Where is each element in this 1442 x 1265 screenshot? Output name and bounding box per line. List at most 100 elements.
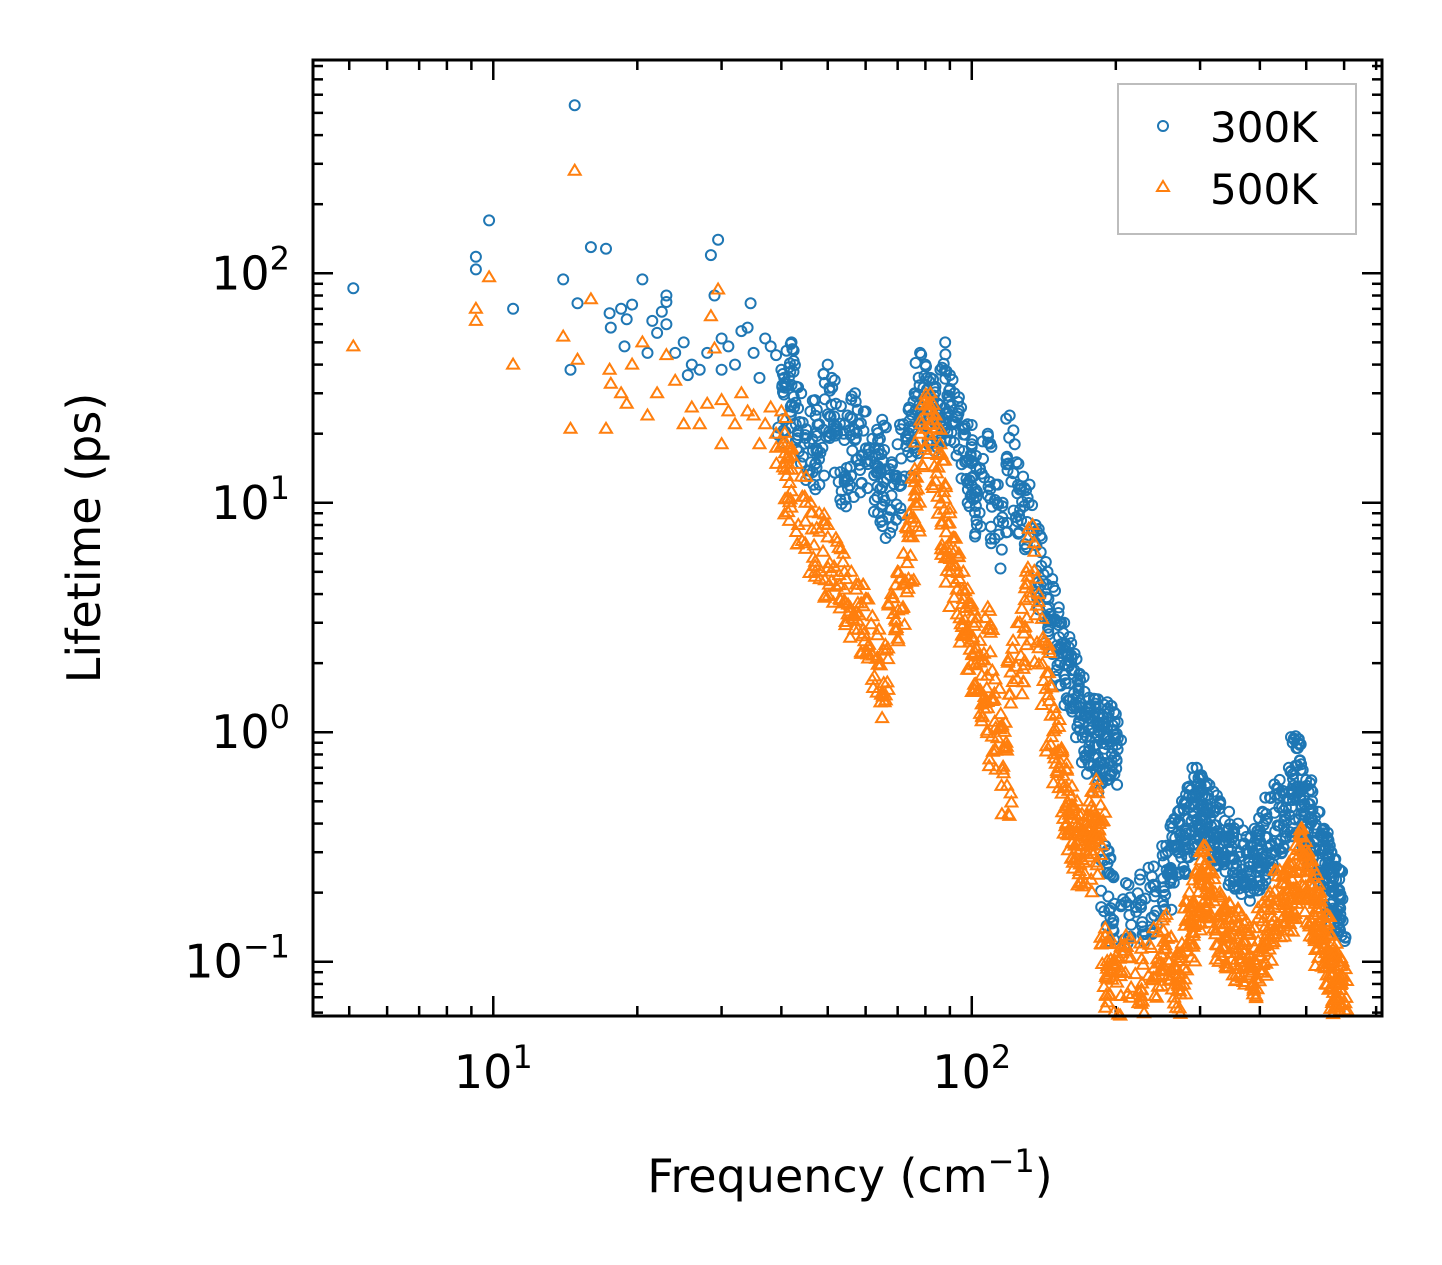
point-500k bbox=[583, 291, 599, 305]
point-500k bbox=[658, 347, 675, 361]
point-500k bbox=[914, 457, 930, 470]
point-300k bbox=[741, 321, 754, 334]
point-300k bbox=[1334, 864, 1347, 877]
point-500k bbox=[1066, 798, 1082, 811]
point-300k bbox=[1095, 884, 1108, 897]
point-500k bbox=[959, 581, 976, 595]
point-500k bbox=[639, 407, 656, 421]
point-500k bbox=[1038, 665, 1055, 679]
point-300k bbox=[1065, 656, 1078, 669]
point-500k bbox=[1053, 755, 1069, 769]
point-500k bbox=[794, 533, 810, 546]
point-500k bbox=[1089, 779, 1105, 793]
point-300k bbox=[1013, 509, 1025, 522]
point-300k bbox=[626, 298, 639, 311]
point-500k bbox=[1337, 995, 1353, 1009]
point-300k bbox=[927, 373, 940, 386]
point-500k bbox=[1319, 916, 1336, 930]
point-500k bbox=[981, 758, 997, 772]
point-300k bbox=[600, 242, 612, 255]
point-300k bbox=[1074, 673, 1087, 686]
point-500k bbox=[1099, 994, 1116, 1008]
point-500k bbox=[937, 479, 954, 493]
point-500k bbox=[555, 328, 571, 342]
point-300k bbox=[1103, 769, 1116, 782]
point-500k bbox=[1157, 937, 1174, 951]
point-500k bbox=[952, 634, 968, 648]
point-500k bbox=[1132, 935, 1149, 949]
point-300k bbox=[615, 302, 628, 315]
point-500k bbox=[923, 417, 939, 430]
point-300k bbox=[854, 464, 866, 476]
point-500k bbox=[1059, 762, 1075, 776]
point-500k bbox=[907, 482, 924, 496]
point-300k bbox=[1049, 584, 1061, 597]
point-300k bbox=[1102, 890, 1115, 903]
point-500k bbox=[930, 459, 947, 473]
point-300k bbox=[1098, 905, 1111, 918]
point-500k bbox=[1247, 952, 1263, 965]
point-500k bbox=[996, 739, 1012, 753]
point-500k bbox=[1015, 674, 1031, 688]
point-500k bbox=[468, 300, 484, 314]
point-500k bbox=[1337, 961, 1354, 975]
point-500k bbox=[1319, 967, 1335, 981]
point-500k bbox=[885, 590, 902, 604]
point-300k bbox=[1211, 830, 1224, 843]
point-300k bbox=[1145, 870, 1158, 883]
point-500k bbox=[1026, 543, 1043, 557]
point-300k bbox=[1022, 497, 1035, 509]
point-500k bbox=[1172, 983, 1188, 997]
point-500k bbox=[957, 600, 974, 613]
point-500k bbox=[804, 521, 820, 535]
point-500k bbox=[1192, 922, 1209, 936]
point-500k bbox=[838, 571, 854, 585]
point-500k bbox=[946, 589, 962, 603]
point-300k bbox=[603, 307, 616, 320]
point-500k bbox=[1200, 864, 1217, 878]
y-tick-label: 10−1 bbox=[184, 928, 290, 989]
point-500k bbox=[1314, 929, 1330, 943]
point-500k bbox=[1091, 811, 1107, 825]
point-500k bbox=[817, 572, 833, 586]
point-300k bbox=[792, 381, 805, 394]
point-500k bbox=[720, 403, 737, 417]
point-500k bbox=[1207, 884, 1223, 898]
point-300k bbox=[884, 527, 897, 539]
point-300k bbox=[920, 360, 932, 373]
point-300k bbox=[800, 423, 813, 436]
point-500k bbox=[949, 606, 965, 620]
point-500k bbox=[1247, 970, 1264, 984]
point-500k bbox=[907, 434, 924, 448]
point-500k bbox=[991, 680, 1008, 694]
y-tick-label: 101 bbox=[211, 469, 290, 530]
point-500k bbox=[1051, 718, 1067, 732]
point-500k bbox=[706, 340, 723, 354]
point-300k bbox=[1333, 902, 1346, 915]
point-300k bbox=[1285, 731, 1297, 744]
point-500k bbox=[924, 477, 940, 491]
point-300k bbox=[753, 371, 766, 384]
point-300k bbox=[568, 99, 581, 112]
point-300k bbox=[704, 249, 717, 262]
point-300k bbox=[641, 346, 654, 359]
point-500k bbox=[1043, 707, 1059, 721]
point-500k bbox=[1266, 862, 1283, 876]
point-500k bbox=[1213, 887, 1229, 901]
point-500k bbox=[1134, 975, 1150, 989]
point-500k bbox=[831, 539, 847, 553]
point-500k bbox=[789, 536, 805, 550]
point-300k bbox=[1269, 789, 1282, 801]
point-500k bbox=[1079, 846, 1095, 860]
point-300k bbox=[840, 500, 852, 513]
point-500k bbox=[806, 537, 822, 551]
point-500k bbox=[1001, 807, 1018, 821]
point-300k bbox=[1293, 737, 1305, 750]
point-300k bbox=[1000, 412, 1013, 425]
point-300k bbox=[814, 446, 827, 459]
point-300k bbox=[1122, 878, 1135, 891]
point-300k bbox=[507, 302, 520, 315]
legend-label-500k: 500K bbox=[1210, 165, 1319, 214]
point-300k bbox=[851, 452, 864, 465]
point-300k bbox=[861, 482, 874, 495]
